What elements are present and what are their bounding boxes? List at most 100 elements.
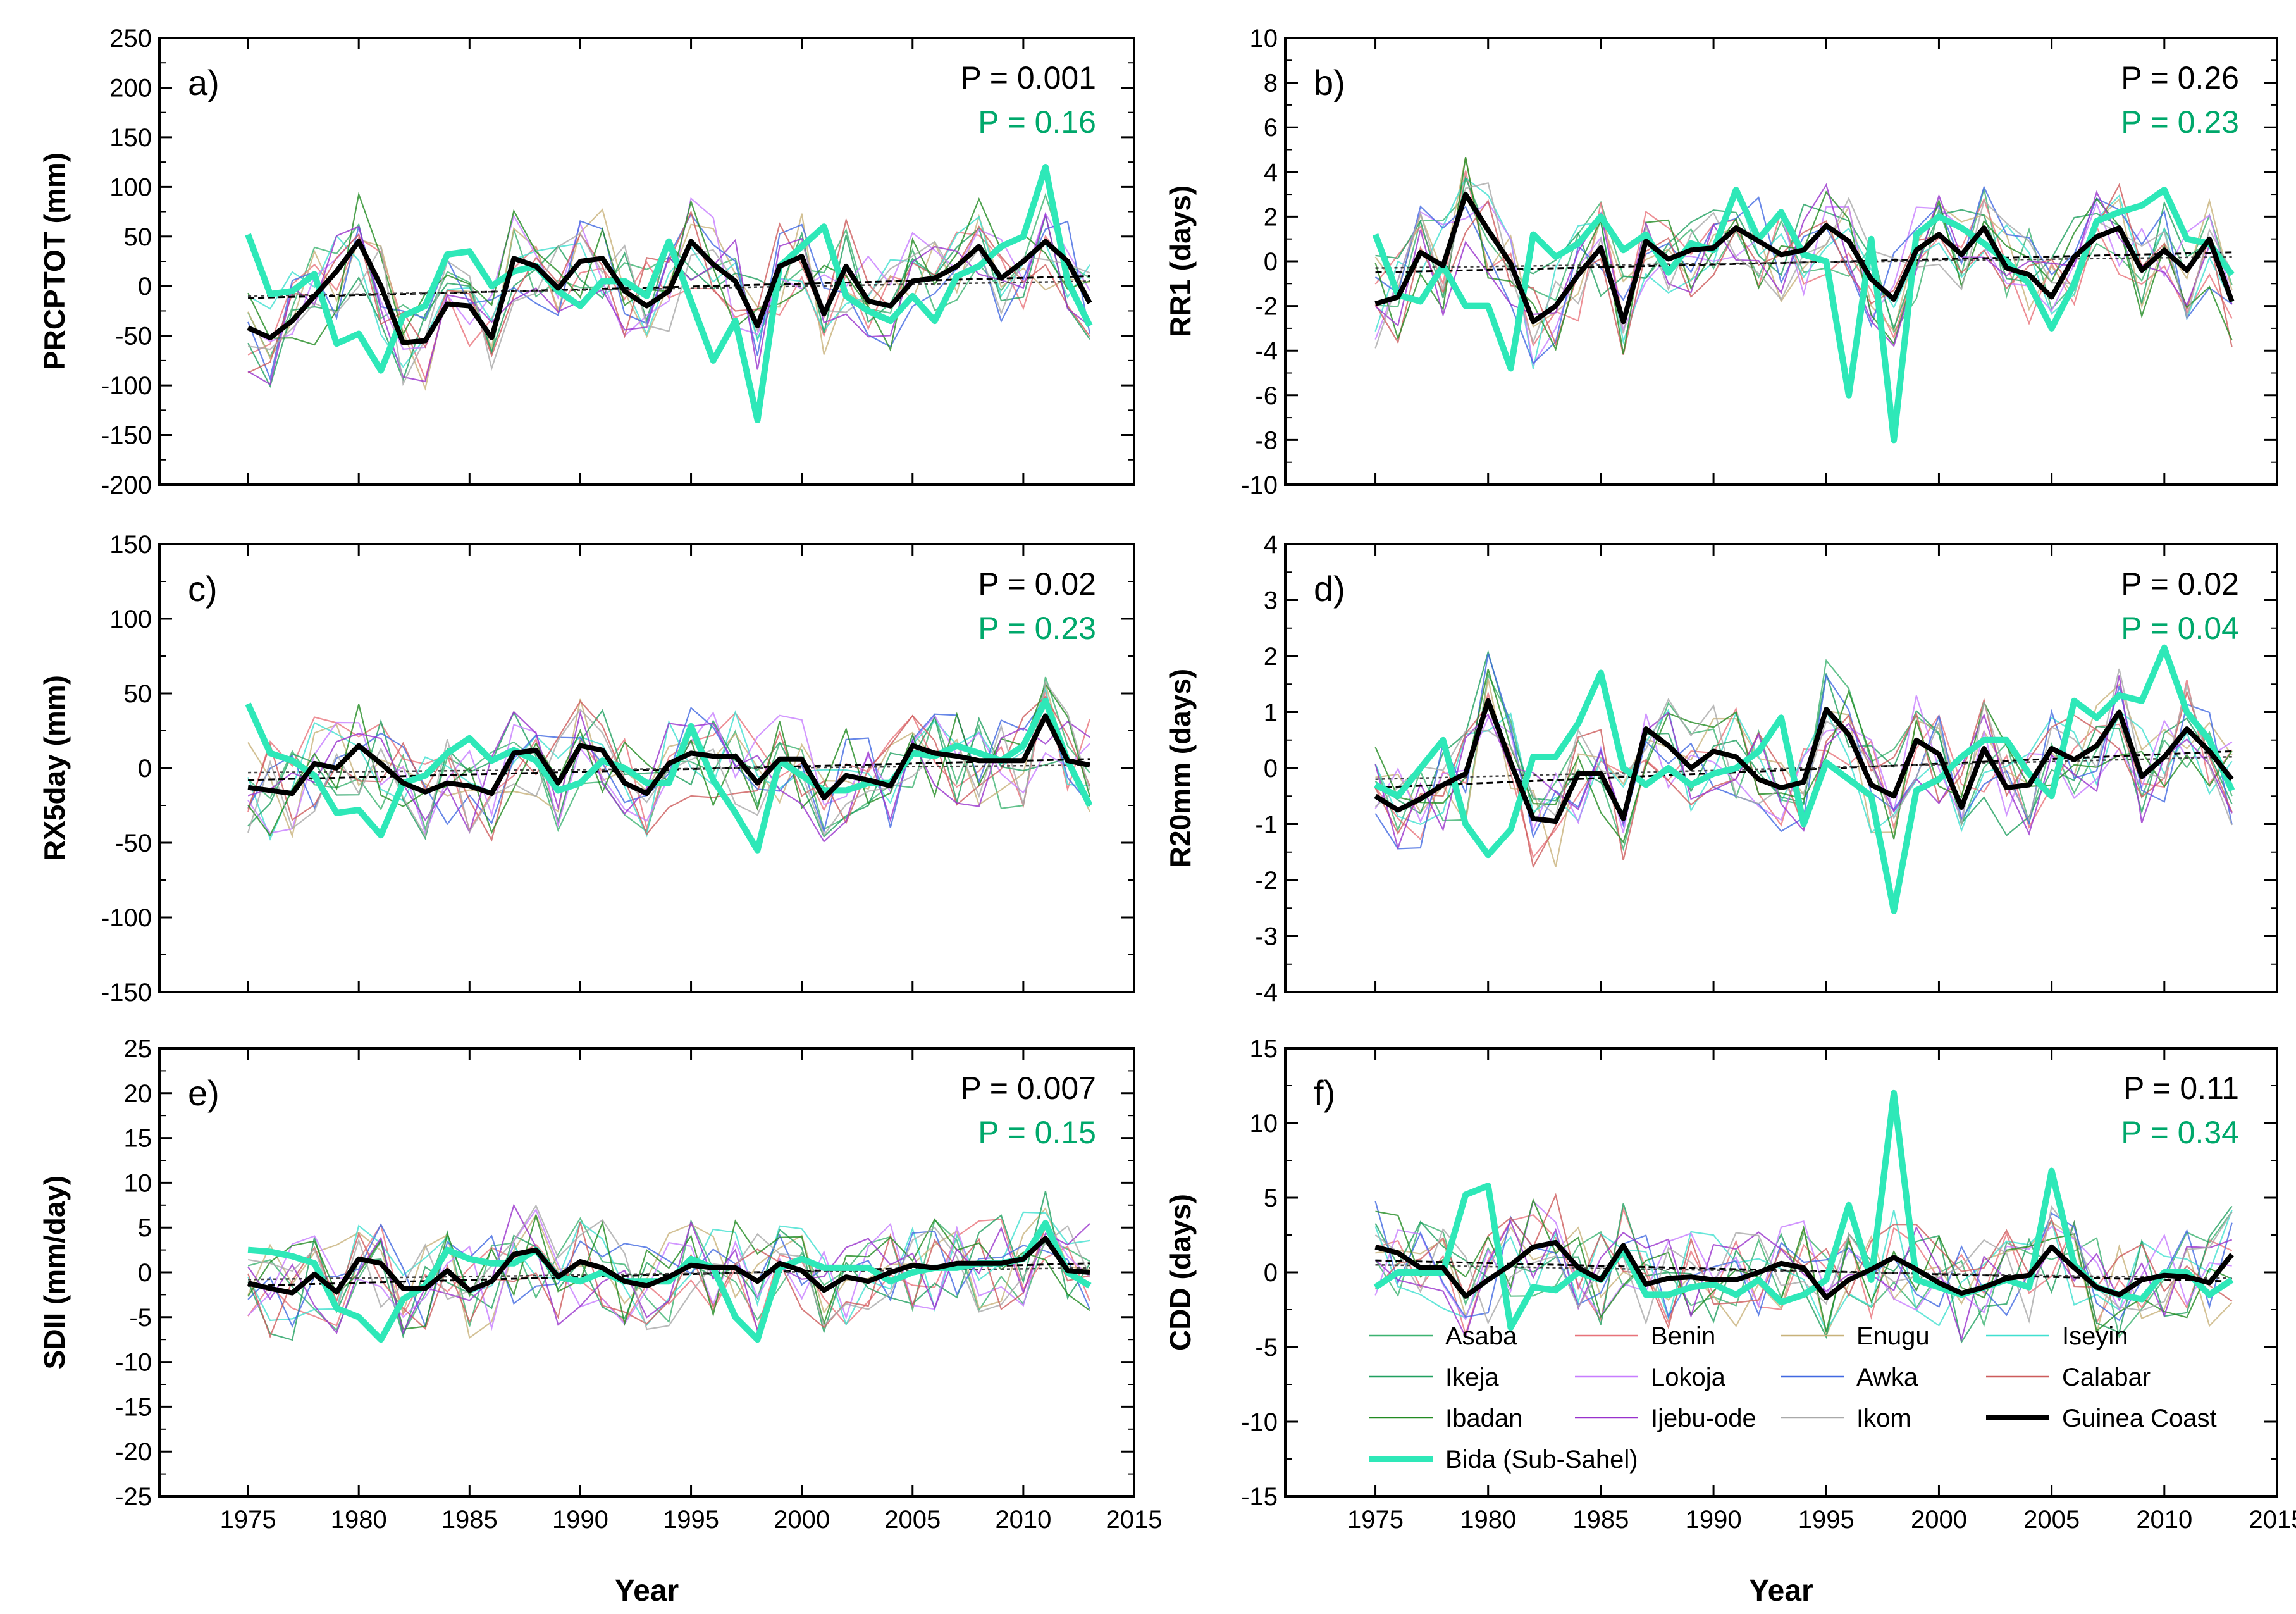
legend-label: Iseyin <box>2062 1322 2128 1350</box>
x-tick-label: 1985 <box>1572 1506 1629 1534</box>
legend-item-calabar: Calabar <box>1986 1363 2151 1391</box>
p-value-guinea: P = 0.02 <box>978 566 1096 602</box>
y-tick-label: -8 <box>1255 426 1278 454</box>
y-tick-label: -25 <box>115 1483 152 1511</box>
series-line-bida <box>245 697 1093 854</box>
p-value-bida: P = 0.04 <box>2121 611 2239 646</box>
y-axis-label: CDD (days) <box>1164 1194 1197 1351</box>
p-value-guinea: P = 0.26 <box>2121 60 2239 96</box>
legend-item-enugu: Enugu <box>1781 1322 1930 1350</box>
legend-item-awka: Awka <box>1781 1363 1918 1391</box>
x-tick-label: 1980 <box>1460 1506 1516 1534</box>
y-tick-label: -50 <box>115 323 152 351</box>
trend-line-bida <box>248 1267 1090 1281</box>
y-tick-label: 0 <box>1264 755 1278 783</box>
x-tick-label: 1990 <box>1686 1506 1742 1534</box>
station-line-ijebu-ode <box>1374 675 2233 851</box>
y-tick-label: 6 <box>1264 114 1278 142</box>
legend-item-lokoja: Lokoja <box>1575 1363 1726 1391</box>
station-line-ikeja <box>1374 1203 2233 1344</box>
p-value-bida: P = 0.34 <box>2121 1115 2239 1150</box>
y-tick-label: 2 <box>1264 203 1278 231</box>
y-tick-label: 5 <box>1264 1184 1278 1212</box>
legend-label: Ikeja <box>1445 1363 1499 1391</box>
x-axis-label: Year <box>615 1574 679 1608</box>
station-line-ibadan <box>1374 669 2233 844</box>
legend-item-guinea-coast: Guinea Coast <box>1986 1405 2217 1432</box>
x-tick-label: 1995 <box>663 1506 719 1534</box>
y-tick-label: 50 <box>124 223 152 251</box>
y-tick-label: 4 <box>1264 531 1278 559</box>
station-line-ijebu-ode <box>247 710 1090 843</box>
series-line-guinea-coast <box>247 713 1090 801</box>
legend-item-benin: Benin <box>1575 1322 1715 1350</box>
y-tick-label: -200 <box>101 471 152 499</box>
station-line-calabar <box>1374 690 2233 869</box>
x-tick-label: 1985 <box>441 1506 498 1534</box>
legend-item-asaba: Asaba <box>1369 1322 1517 1350</box>
y-tick-label: -100 <box>101 904 152 932</box>
x-tick-label: 2000 <box>774 1506 830 1534</box>
legend-label: Enugu <box>1856 1322 1930 1350</box>
y-tick-label: 0 <box>1264 1259 1278 1287</box>
p-value-guinea: P = 0.001 <box>960 60 1096 96</box>
chart-panel-c: -150 -100 -50 0 50 100 150 RX5day (mm) c) P = 0.0… <box>38 531 1135 1007</box>
chart-panel-d: -4 -3 -2 -1 0 1 2 3 4 R20mm (days) d) P = 0.02 P = 0… <box>1164 531 2278 1007</box>
panel-label: c) <box>188 569 218 609</box>
y-tick-label: 10 <box>124 1169 152 1197</box>
y-tick-label: -2 <box>1255 293 1278 321</box>
y-tick-label: 20 <box>124 1080 152 1108</box>
legend-label: Ijebu-ode <box>1651 1405 1756 1432</box>
legend-label: Lokoja <box>1651 1363 1726 1391</box>
series-line-guinea-coast <box>1374 698 2234 824</box>
station-line-ijebu-ode <box>247 211 1090 386</box>
station-line-ikom <box>247 232 1090 387</box>
p-value-bida: P = 0.16 <box>978 104 1096 140</box>
p-value-bida: P = 0.23 <box>2121 104 2239 140</box>
legend-item-iseyin: Iseyin <box>1986 1322 2128 1350</box>
y-axis-label: SDII (mm/day) <box>38 1176 71 1370</box>
station-line-iseyin <box>247 686 1090 841</box>
station-line-benin <box>247 690 1091 832</box>
legend-item-bida-sub-sahel-: Bida (Sub-Sahel) <box>1369 1446 1638 1474</box>
y-tick-label: -15 <box>115 1393 152 1421</box>
y-tick-label: -10 <box>1241 1408 1278 1436</box>
x-tick-label: 2005 <box>2023 1506 2080 1534</box>
y-tick-label: 15 <box>1250 1035 1278 1063</box>
station-line-calabar <box>1374 183 2233 355</box>
trend-line-guinea <box>1375 251 2232 274</box>
station-line-asaba <box>247 676 1090 833</box>
legend-item-ijebu-ode: Ijebu-ode <box>1575 1405 1756 1432</box>
legend-item-ikom: Ikom <box>1781 1405 1911 1432</box>
legend-label: Bida (Sub-Sahel) <box>1445 1446 1638 1474</box>
x-tick-label: 2000 <box>1911 1506 1967 1534</box>
y-tick-label: 5 <box>138 1214 152 1242</box>
y-tick-label: -150 <box>101 979 152 1007</box>
y-tick-label: 50 <box>124 680 152 708</box>
y-tick-label: 10 <box>1250 1110 1278 1138</box>
y-tick-label: -4 <box>1255 337 1278 365</box>
panel-label: b) <box>1314 63 1345 102</box>
p-value-bida: P = 0.15 <box>978 1115 1096 1150</box>
station-line-asaba <box>1374 1211 2233 1339</box>
p-value-guinea: P = 0.02 <box>2121 566 2239 602</box>
series-line-guinea-coast <box>247 239 1092 345</box>
chart-panel-e: -25 -20 -15 -10 -5 0 5 10 15 20 25 1975 1980 1985 1990… <box>38 1035 1162 1534</box>
legend-item-ibadan: Ibadan <box>1369 1405 1522 1432</box>
x-tick-label: 1990 <box>552 1506 608 1534</box>
legend-item-ikeja: Ikeja <box>1369 1363 1499 1391</box>
x-tick-label: 1975 <box>1347 1506 1404 1534</box>
x-tick-label: 2010 <box>2136 1506 2192 1534</box>
legend-label: Calabar <box>2062 1363 2151 1391</box>
panel-label: f) <box>1314 1073 1335 1113</box>
chart-panel-b: -10 -8 -6 -4 -2 0 2 4 6 8 10 RR1 (days) b) P = 0.26 P … <box>1164 25 2278 499</box>
series-line-bida <box>1373 1089 2234 1331</box>
y-tick-label: 150 <box>109 124 152 152</box>
y-tick-label: 200 <box>109 74 152 102</box>
x-axis-label: Year <box>1749 1574 1813 1608</box>
p-value-bida: P = 0.23 <box>978 611 1096 646</box>
chart-panel-f: -15 -10 -5 0 5 10 15 1975 1980 1985 1990 1995 2000 20… <box>1164 1035 2296 1534</box>
legend-label: Asaba <box>1445 1322 1517 1350</box>
y-tick-label: -20 <box>115 1438 152 1466</box>
y-tick-label: 8 <box>1264 70 1278 97</box>
